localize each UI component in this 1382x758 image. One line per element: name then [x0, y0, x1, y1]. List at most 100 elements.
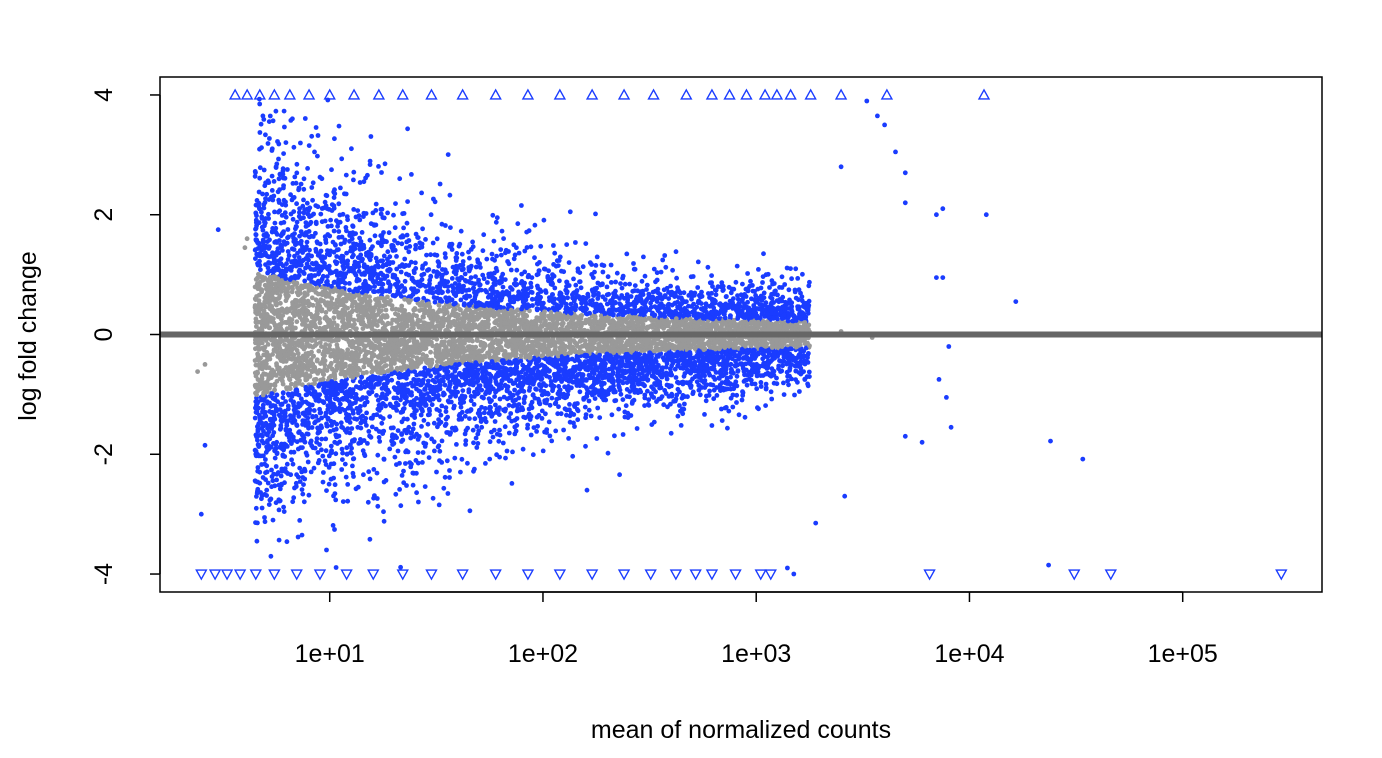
significant-point	[654, 399, 659, 404]
significant-point	[597, 415, 603, 420]
significant-point	[793, 266, 799, 272]
not-significant-point	[349, 309, 355, 315]
significant-point	[624, 251, 630, 257]
significant-point	[257, 130, 263, 135]
significant-point	[735, 368, 741, 373]
significant-point	[566, 384, 571, 389]
significant-point	[470, 239, 475, 245]
significant-point	[549, 438, 555, 444]
significant-point	[494, 253, 499, 259]
significant-point	[437, 458, 442, 463]
significant-point	[472, 390, 478, 396]
significant-point	[739, 397, 745, 403]
significant-point	[299, 532, 305, 538]
significant-point	[409, 172, 414, 177]
significant-point	[717, 301, 723, 307]
significant-point	[512, 387, 517, 393]
significant-point	[394, 254, 399, 259]
significant-point	[283, 140, 289, 146]
significant-point	[432, 299, 438, 305]
significant-point	[530, 303, 535, 308]
significant-point	[375, 503, 381, 509]
significant-point	[295, 240, 300, 246]
significant-point	[436, 502, 442, 508]
significant-point	[605, 450, 611, 456]
significant-point	[261, 167, 267, 173]
significant-point	[373, 201, 379, 207]
significant-point	[271, 471, 277, 477]
significant-point	[428, 252, 433, 258]
significant-point	[334, 254, 340, 259]
not-significant-point	[268, 382, 274, 388]
significant-point	[426, 455, 432, 460]
significant-point	[411, 270, 417, 276]
significant-point	[568, 301, 574, 307]
significant-point	[484, 256, 490, 262]
significant-point	[713, 292, 719, 298]
significant-point	[719, 418, 725, 423]
significant-point	[387, 254, 393, 260]
significant-point	[709, 423, 715, 428]
significant-point	[567, 402, 572, 407]
significant-point	[500, 284, 506, 290]
significant-point	[408, 435, 414, 441]
significant-point	[304, 200, 310, 206]
significant-point	[367, 536, 373, 542]
significant-point	[332, 482, 338, 488]
significant-point	[748, 278, 753, 284]
significant-point	[532, 222, 538, 228]
significant-point	[301, 197, 306, 203]
significant-point	[401, 406, 407, 411]
significant-point	[618, 391, 624, 397]
significant-point	[328, 443, 334, 449]
significant-point	[547, 433, 553, 439]
significant-point	[454, 442, 459, 447]
significant-point	[541, 217, 547, 223]
significant-point	[744, 382, 750, 388]
significant-point	[326, 481, 332, 487]
significant-point	[315, 450, 321, 455]
significant-point	[398, 269, 404, 275]
significant-point	[339, 156, 345, 162]
not-significant-point	[428, 349, 433, 355]
significant-point	[267, 497, 273, 503]
significant-point	[499, 228, 505, 234]
significant-point	[805, 353, 810, 358]
significant-point	[498, 247, 504, 253]
significant-point	[452, 455, 458, 461]
significant-point	[269, 391, 275, 396]
significant-point	[364, 410, 369, 416]
significant-point	[302, 476, 308, 482]
significant-point	[449, 276, 455, 281]
significant-point	[467, 416, 472, 421]
significant-point	[301, 176, 307, 182]
significant-point	[734, 263, 740, 269]
significant-point	[799, 370, 805, 376]
significant-point	[508, 411, 514, 416]
significant-point	[294, 201, 299, 207]
significant-point	[447, 475, 452, 480]
significant-point	[304, 431, 310, 437]
significant-point	[435, 444, 441, 450]
significant-point	[448, 225, 453, 231]
significant-point	[588, 413, 594, 419]
significant-point	[694, 379, 700, 385]
significant-point	[321, 470, 326, 475]
significant-point	[361, 210, 367, 216]
significant-point	[503, 455, 508, 461]
significant-point	[725, 425, 730, 431]
significant-point	[731, 296, 736, 301]
significant-point	[331, 228, 337, 234]
significant-point	[760, 356, 766, 362]
significant-point	[758, 384, 764, 389]
significant-point	[260, 475, 266, 480]
significant-point	[735, 296, 741, 302]
significant-point	[378, 207, 384, 212]
significant-point	[376, 435, 382, 440]
not-significant-point	[331, 315, 337, 321]
significant-point	[514, 267, 520, 273]
significant-point	[274, 477, 279, 483]
significant-point	[650, 289, 656, 295]
significant-point	[319, 436, 325, 442]
significant-point	[296, 414, 302, 419]
